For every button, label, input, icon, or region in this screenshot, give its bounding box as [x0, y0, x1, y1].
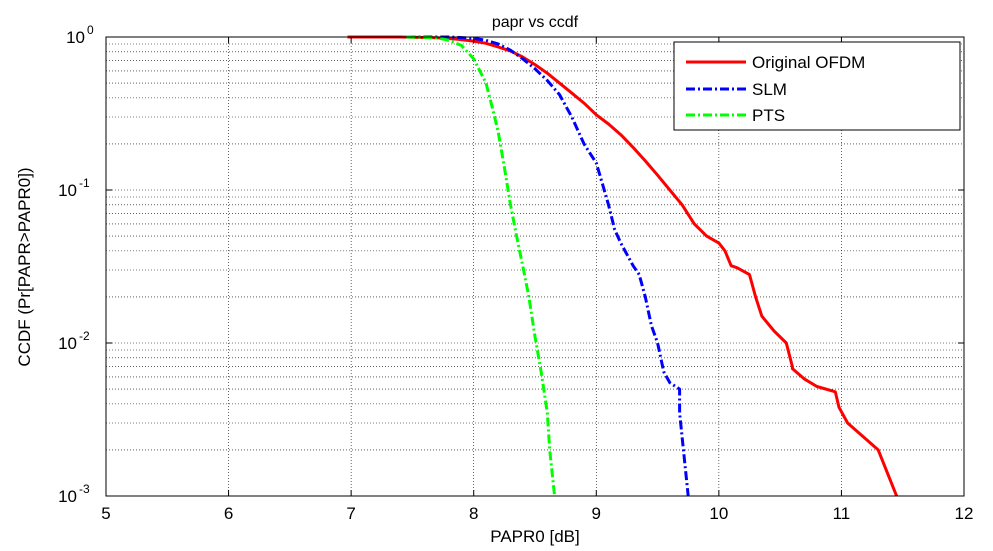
- y-tick-label: 10: [58, 334, 77, 353]
- legend-label-slm: SLM: [752, 80, 787, 99]
- y-tick-exponent: -3: [79, 482, 90, 496]
- x-tick-label: 10: [709, 504, 728, 523]
- series-line-pts: [406, 35, 557, 497]
- legend-label-original-ofdm: Original OFDM: [752, 53, 865, 72]
- series-group: [347, 35, 898, 497]
- y-tick-exponent: 0: [87, 23, 94, 37]
- y-tick-label: 10: [58, 181, 77, 200]
- y-tick-exponent: -2: [79, 329, 90, 343]
- x-tick-label: 6: [224, 504, 233, 523]
- y-tick-label: 10: [66, 28, 85, 47]
- x-tick-label: 8: [469, 504, 478, 523]
- y-tick-exponent: -1: [79, 176, 90, 190]
- y-tick-label: 10: [58, 487, 77, 506]
- y-axis-label: CCDF (Pr[PAPR>PAPR0]): [15, 167, 34, 366]
- x-tick-label: 5: [101, 504, 110, 523]
- chart-title: papr vs ccdf: [492, 14, 579, 31]
- legend: Original OFDM SLM PTS: [673, 41, 961, 131]
- x-axis-label: PAPR0 [dB]: [490, 527, 579, 546]
- plot-frame: [105, 36, 965, 497]
- legend-label-pts: PTS: [752, 106, 785, 125]
- x-tick-label: 12: [955, 504, 974, 523]
- x-tick-label: 9: [592, 504, 601, 523]
- x-tick-label: 7: [346, 504, 355, 523]
- x-tick-label: 11: [833, 504, 851, 523]
